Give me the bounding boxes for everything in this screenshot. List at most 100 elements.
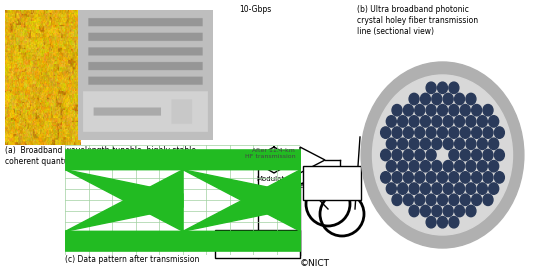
Circle shape (495, 172, 504, 183)
Circle shape (421, 93, 431, 105)
Circle shape (415, 149, 425, 161)
Circle shape (415, 194, 425, 206)
Circle shape (443, 183, 453, 194)
Circle shape (386, 160, 397, 172)
Circle shape (409, 116, 419, 127)
Text: 10-Gbps: 10-Gbps (239, 5, 271, 14)
Circle shape (426, 127, 436, 138)
Circle shape (421, 160, 431, 172)
Circle shape (443, 138, 453, 150)
Circle shape (443, 160, 453, 172)
Circle shape (432, 160, 442, 172)
Circle shape (426, 82, 436, 94)
Circle shape (386, 116, 397, 127)
Circle shape (415, 172, 425, 183)
Circle shape (472, 172, 482, 183)
Circle shape (392, 149, 402, 161)
Circle shape (449, 82, 459, 94)
Circle shape (478, 138, 487, 150)
Circle shape (466, 138, 476, 150)
Circle shape (438, 172, 448, 183)
Circle shape (443, 116, 453, 127)
Circle shape (426, 194, 436, 206)
Circle shape (483, 127, 493, 138)
Circle shape (361, 62, 524, 248)
Circle shape (398, 138, 408, 150)
Circle shape (455, 183, 465, 194)
Circle shape (461, 104, 470, 116)
Circle shape (432, 205, 442, 217)
Circle shape (398, 183, 408, 194)
Circle shape (432, 183, 442, 194)
Circle shape (403, 104, 414, 116)
Circle shape (449, 149, 459, 161)
Bar (303, 166, 361, 200)
Circle shape (432, 93, 442, 105)
Text: (c) Data pattern after transmission: (c) Data pattern after transmission (65, 255, 199, 264)
Circle shape (478, 116, 487, 127)
Circle shape (483, 194, 493, 206)
Circle shape (426, 217, 436, 228)
Circle shape (478, 160, 487, 172)
Circle shape (461, 149, 470, 161)
Circle shape (449, 194, 459, 206)
Circle shape (438, 127, 448, 138)
Text: (b) Ultra broadband photonic
crystal holey fiber transmission
line (sectional vi: (b) Ultra broadband photonic crystal hol… (357, 5, 478, 36)
Circle shape (403, 172, 414, 183)
Circle shape (426, 149, 436, 161)
Circle shape (489, 183, 499, 194)
Circle shape (478, 183, 487, 194)
Circle shape (403, 127, 414, 138)
Circle shape (421, 138, 431, 150)
Circle shape (426, 104, 436, 116)
Circle shape (415, 104, 425, 116)
Circle shape (455, 116, 465, 127)
Circle shape (495, 127, 504, 138)
Circle shape (472, 104, 482, 116)
Circle shape (449, 127, 459, 138)
Polygon shape (300, 147, 325, 173)
Circle shape (386, 138, 397, 150)
Circle shape (443, 93, 453, 105)
Circle shape (421, 116, 431, 127)
Circle shape (392, 194, 402, 206)
Circle shape (409, 183, 419, 194)
Circle shape (438, 194, 448, 206)
Circle shape (443, 205, 453, 217)
Circle shape (455, 93, 465, 105)
Circle shape (461, 127, 470, 138)
Circle shape (421, 205, 431, 217)
Text: After 11.4-km
HF transmission: After 11.4-km HF transmission (245, 148, 295, 159)
Circle shape (421, 183, 431, 194)
Circle shape (461, 172, 470, 183)
Polygon shape (263, 147, 285, 173)
Circle shape (466, 160, 476, 172)
Text: Photonic
Receiver: Photonic Receiver (316, 173, 349, 193)
Circle shape (438, 104, 448, 116)
Bar (215, 230, 300, 258)
Circle shape (438, 82, 448, 94)
Circle shape (392, 172, 402, 183)
Circle shape (489, 138, 499, 150)
Circle shape (466, 116, 476, 127)
Circle shape (461, 194, 470, 206)
Circle shape (449, 104, 459, 116)
Circle shape (455, 205, 465, 217)
Circle shape (449, 217, 459, 228)
Circle shape (472, 127, 482, 138)
Circle shape (472, 149, 482, 161)
Circle shape (466, 183, 476, 194)
Text: (a)  Broadband wavelength-tunable, highly stable,
coherent quantum dot light sou: (a) Broadband wavelength-tunable, highly… (5, 146, 198, 166)
Circle shape (455, 138, 465, 150)
Text: Optical
amplifier: Optical amplifier (300, 176, 330, 189)
Circle shape (409, 138, 419, 150)
Circle shape (455, 160, 465, 172)
Text: Data generator: Data generator (228, 240, 287, 248)
Text: Modulator: Modulator (256, 176, 292, 182)
Circle shape (392, 127, 402, 138)
Circle shape (398, 116, 408, 127)
Circle shape (373, 75, 513, 235)
Circle shape (381, 149, 391, 161)
Circle shape (466, 93, 476, 105)
Circle shape (398, 160, 408, 172)
